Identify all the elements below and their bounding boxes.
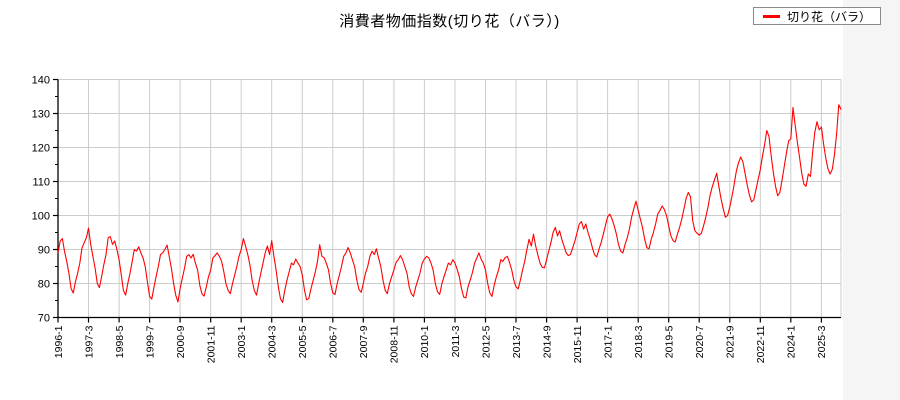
y-tick-label: 110 — [32, 176, 50, 188]
y-tick-label: 130 — [32, 108, 50, 120]
x-tick-label: 1998-5 — [114, 325, 126, 358]
y-tick-label: 140 — [32, 74, 50, 86]
x-tick-label: 2004-3 — [267, 325, 279, 358]
x-tick-label: 2025-3 — [816, 325, 828, 358]
x-tick-label: 2019-5 — [664, 325, 676, 358]
y-tick-label: 90 — [38, 244, 50, 256]
x-tick-label: 2010-1 — [419, 325, 431, 358]
x-tick-label: 2015-11 — [572, 325, 584, 363]
x-tick-label: 2012-5 — [480, 325, 492, 358]
x-tick-label: 2007-9 — [358, 325, 370, 358]
x-tick-label: 2021-9 — [725, 325, 737, 358]
x-tick-label: 2014-9 — [541, 325, 553, 358]
x-tick-label: 2006-7 — [328, 325, 340, 358]
x-tick-label: 2020-7 — [694, 325, 706, 358]
x-tick-label: 2003-1 — [236, 325, 248, 358]
y-tick-label: 120 — [32, 142, 50, 154]
x-tick-label: 2008-11 — [389, 325, 401, 363]
x-tick-label: 1999-7 — [144, 325, 156, 358]
legend-label: 切り花（バラ） — [787, 9, 872, 24]
legend-box: 切り花（バラ） — [753, 7, 882, 25]
y-tick-label: 100 — [32, 210, 50, 222]
legend-line-marker — [763, 14, 780, 18]
y-tick-label: 70 — [38, 312, 50, 324]
y-tick-label: 80 — [38, 278, 50, 290]
x-tick-label: 2013-7 — [511, 325, 523, 358]
x-tick-label: 2017-1 — [602, 325, 614, 358]
x-tick-label: 1997-3 — [83, 325, 95, 358]
chart-title: 消費者物価指数(切り花（バラ）) — [339, 13, 560, 30]
x-tick-label: 2018-3 — [633, 325, 645, 358]
x-tick-label: 2000-9 — [175, 325, 187, 358]
chart-paper — [0, 0, 843, 400]
price-line — [57, 104, 842, 304]
x-tick-label: 2024-1 — [786, 325, 798, 358]
x-tick-label: 2001-11 — [206, 325, 218, 363]
x-tick-label: 2011-3 — [450, 325, 462, 357]
x-tick-label: 1996-1 — [53, 325, 65, 358]
x-tick-label: 2005-5 — [297, 325, 309, 358]
x-tick-label: 2022-11 — [755, 325, 767, 363]
